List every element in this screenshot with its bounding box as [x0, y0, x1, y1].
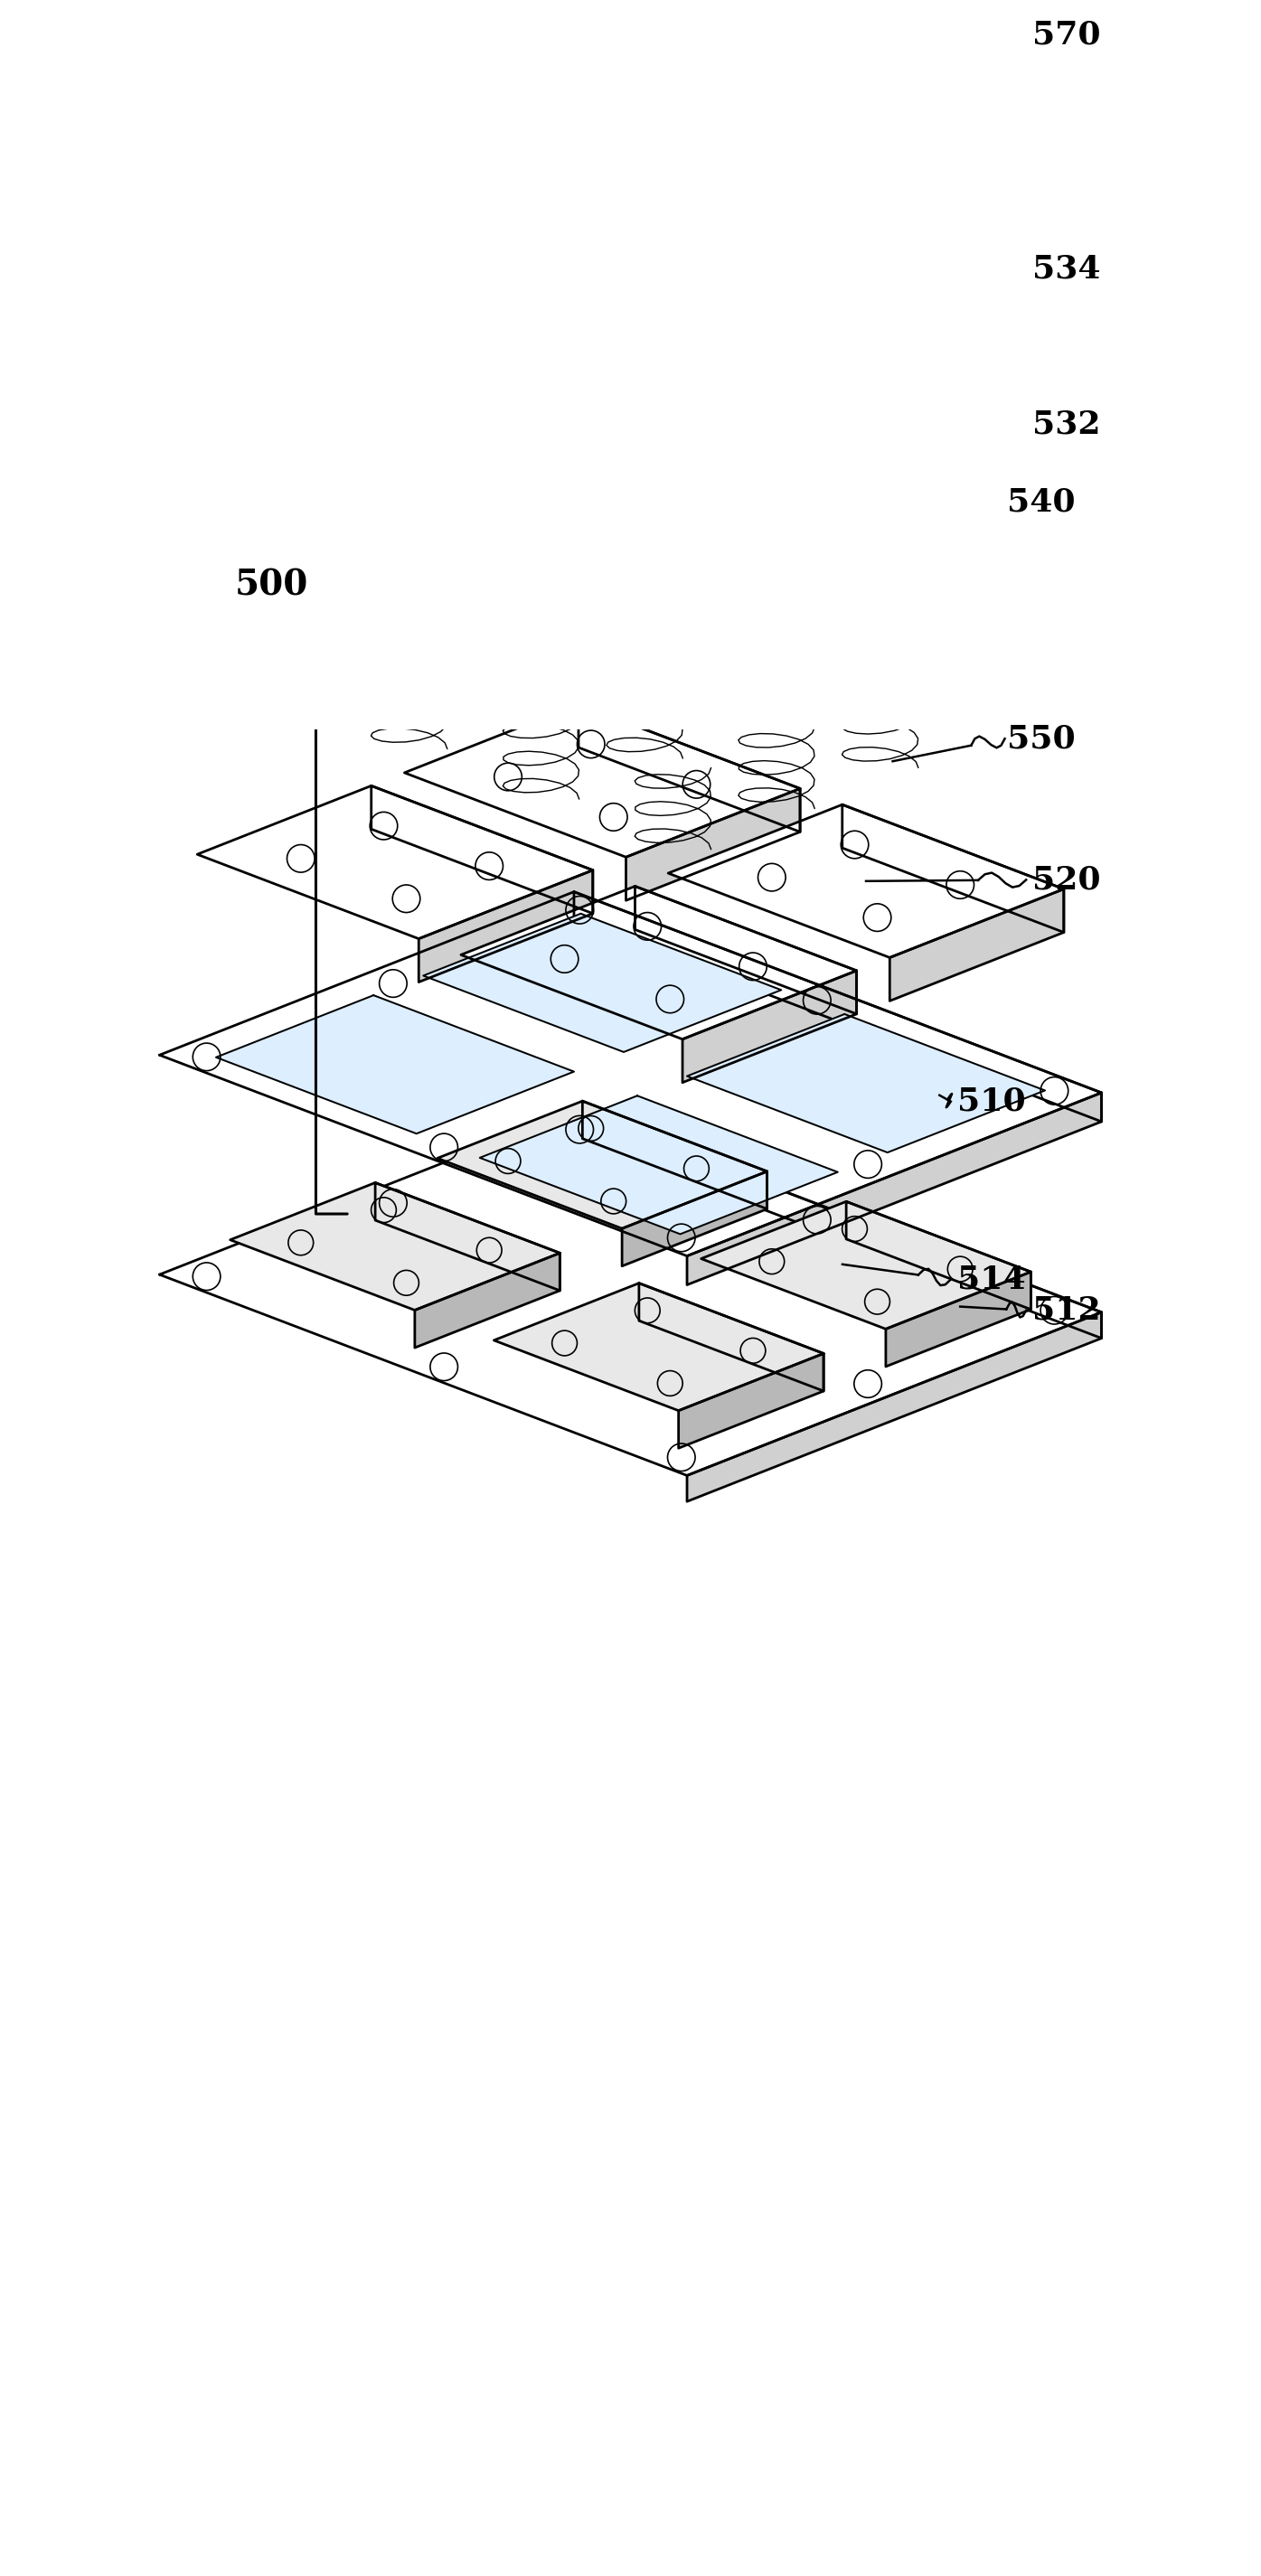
Polygon shape [549, 147, 787, 250]
Polygon shape [579, 703, 799, 832]
Polygon shape [574, 1110, 1102, 1340]
Polygon shape [474, 167, 736, 268]
Polygon shape [499, 167, 736, 268]
Polygon shape [687, 374, 1102, 562]
Polygon shape [216, 994, 574, 1133]
Polygon shape [682, 971, 856, 1082]
Polygon shape [438, 1100, 767, 1229]
Polygon shape [639, 1283, 823, 1391]
Polygon shape [462, 886, 856, 1038]
Ellipse shape [382, 471, 455, 510]
Polygon shape [687, 1092, 1102, 1285]
Polygon shape [678, 1352, 823, 1448]
Polygon shape [687, 54, 1102, 245]
Polygon shape [574, 173, 1102, 399]
Text: 550: 550 [1008, 724, 1076, 755]
Polygon shape [159, 1110, 1102, 1476]
Ellipse shape [619, 616, 692, 657]
Text: 500: 500 [235, 569, 309, 603]
Text: 520: 520 [1033, 866, 1101, 896]
Polygon shape [159, 891, 1102, 1257]
Polygon shape [687, 1015, 1045, 1151]
Polygon shape [885, 1273, 1030, 1365]
Polygon shape [231, 1182, 560, 1311]
Text: 570: 570 [1033, 18, 1101, 49]
Text: 512: 512 [1033, 1296, 1101, 1327]
Polygon shape [622, 1172, 767, 1265]
Polygon shape [494, 1283, 823, 1412]
Polygon shape [846, 1200, 1030, 1309]
Polygon shape [842, 804, 1064, 933]
Polygon shape [424, 914, 782, 1051]
Polygon shape [687, 1311, 1102, 1502]
Polygon shape [574, 36, 1102, 255]
Polygon shape [636, 886, 856, 1015]
Text: 540: 540 [1008, 487, 1076, 518]
Ellipse shape [569, 451, 642, 492]
Polygon shape [668, 804, 1064, 958]
Polygon shape [583, 1100, 767, 1208]
Polygon shape [376, 1182, 560, 1291]
Polygon shape [405, 703, 799, 858]
Polygon shape [497, 252, 898, 404]
Polygon shape [525, 160, 787, 260]
Circle shape [728, 142, 783, 198]
Polygon shape [363, 304, 764, 459]
Ellipse shape [382, 526, 455, 567]
Text: 534: 534 [1033, 252, 1101, 283]
Ellipse shape [806, 487, 879, 528]
Text: 514: 514 [957, 1265, 1025, 1296]
Circle shape [478, 240, 533, 296]
Polygon shape [197, 786, 593, 938]
Polygon shape [574, 0, 1102, 82]
Text: 510: 510 [957, 1087, 1025, 1118]
Polygon shape [687, 237, 1102, 417]
Polygon shape [371, 786, 593, 914]
Polygon shape [479, 1095, 837, 1234]
Polygon shape [518, 175, 743, 263]
Ellipse shape [619, 562, 692, 600]
Polygon shape [890, 889, 1064, 1002]
Polygon shape [574, 891, 1102, 1121]
Polygon shape [474, 178, 736, 278]
Polygon shape [159, 36, 1102, 402]
Polygon shape [525, 147, 787, 247]
Polygon shape [625, 788, 799, 902]
Ellipse shape [569, 397, 642, 438]
Polygon shape [701, 1200, 1030, 1329]
Polygon shape [415, 1252, 560, 1347]
Polygon shape [159, 173, 1102, 536]
Text: 532: 532 [1033, 410, 1101, 440]
Polygon shape [419, 871, 593, 981]
Ellipse shape [806, 541, 879, 582]
Polygon shape [159, 0, 1102, 216]
